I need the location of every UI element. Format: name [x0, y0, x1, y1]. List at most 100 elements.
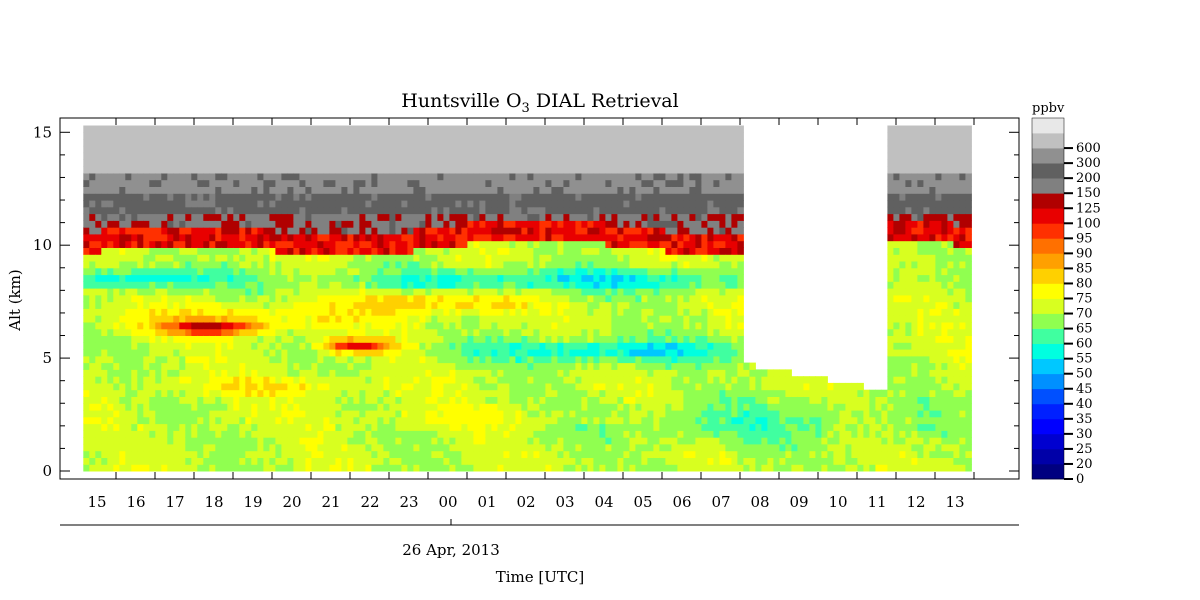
curtain-cell — [551, 355, 558, 364]
curtain-cell — [155, 288, 162, 296]
curtain-cell — [557, 403, 564, 411]
curtain-cell — [491, 145, 498, 154]
curtain-cell — [131, 145, 138, 154]
curtain-cell — [293, 349, 300, 357]
curtain-cell — [245, 179, 252, 187]
curtain-cell — [227, 152, 234, 160]
curtain-cell — [395, 335, 402, 343]
curtain-cell — [197, 220, 204, 228]
curtain-cell — [203, 362, 210, 370]
curtain-cell — [149, 281, 156, 289]
curtain-cell — [557, 410, 564, 418]
curtain-cell — [137, 281, 144, 289]
curtain-cell — [449, 301, 456, 309]
curtain-cell — [557, 342, 564, 350]
curtain-cell — [401, 430, 408, 438]
curtain-cell — [107, 369, 114, 377]
curtain-cell — [155, 322, 162, 330]
curtain-cell — [353, 450, 360, 458]
curtain-cell — [407, 389, 414, 397]
curtain-cell — [665, 213, 672, 221]
curtain-cell — [419, 186, 426, 194]
curtain-cell — [635, 423, 642, 431]
curtain-cell — [581, 335, 588, 343]
curtain-cell — [443, 132, 450, 140]
curtain-cell — [539, 166, 546, 174]
curtain-cell — [107, 457, 114, 465]
curtain-cell — [539, 274, 546, 282]
curtain-cell — [239, 200, 246, 208]
curtain-cell — [233, 288, 240, 296]
curtain-cell — [629, 301, 636, 309]
curtain-cell — [131, 416, 138, 425]
curtain-cell — [269, 369, 276, 377]
curtain-cell — [593, 132, 600, 140]
curtain-cell — [305, 376, 312, 384]
curtain-cell — [545, 416, 552, 425]
curtain-cell — [539, 159, 546, 167]
curtain-cell — [551, 261, 558, 269]
curtain-cell — [437, 294, 444, 303]
curtain-cell — [191, 274, 198, 282]
curtain-cell — [629, 125, 636, 133]
curtain-cell — [491, 193, 498, 201]
curtain-cell — [467, 145, 474, 154]
curtain-cell — [605, 281, 612, 289]
curtain-cell — [653, 301, 660, 309]
curtain-cell — [89, 227, 96, 235]
curtain-cell — [665, 416, 672, 425]
curtain-cell — [299, 139, 306, 147]
curtain-cell — [413, 376, 420, 384]
curtain-cell — [431, 294, 438, 303]
curtain-cell — [419, 349, 426, 357]
curtain-cell — [341, 457, 348, 465]
curtain-cell — [227, 240, 234, 248]
curtain-cell — [407, 437, 414, 445]
curtain-cell — [587, 193, 594, 201]
curtain-cell — [311, 261, 318, 269]
curtain-cell — [461, 227, 468, 235]
curtain-cell — [95, 186, 102, 194]
curtain-cell — [653, 416, 660, 425]
curtain-cell — [647, 369, 654, 377]
curtain-cell — [353, 281, 360, 289]
curtain-cell — [179, 220, 186, 228]
curtain-cell — [239, 274, 246, 282]
curtain-cell — [503, 369, 510, 377]
curtain-cell — [233, 233, 240, 242]
curtain-cell — [389, 349, 396, 357]
curtain-cell — [167, 457, 174, 465]
curtain-cell — [317, 376, 324, 384]
curtain-cell — [101, 125, 108, 133]
curtain-cell — [473, 186, 480, 194]
curtain-cell — [299, 267, 306, 276]
curtain-cell — [593, 240, 600, 248]
curtain-cell — [599, 396, 606, 404]
curtain-cell — [599, 382, 606, 391]
curtain-cell — [125, 403, 132, 411]
curtain-cell — [311, 430, 318, 438]
curtain-cell — [401, 301, 408, 309]
curtain-cell — [443, 342, 450, 350]
curtain-cell — [113, 166, 120, 174]
curtain-cell — [581, 254, 588, 262]
curtain-cell — [629, 220, 636, 228]
curtain-cell — [599, 274, 606, 282]
curtain-cell — [395, 288, 402, 296]
curtain-cell — [395, 369, 402, 377]
curtain-cell — [443, 416, 450, 425]
curtain-cell — [665, 227, 672, 235]
curtain-cell — [311, 132, 318, 140]
curtain-cell — [581, 322, 588, 330]
curtain-cell — [179, 335, 186, 343]
curtain-cell — [389, 227, 396, 235]
curtain-cell — [317, 437, 324, 445]
curtain-cell — [191, 159, 198, 167]
curtain-cell — [341, 254, 348, 262]
curtain-cell — [581, 125, 588, 133]
curtain-cell — [623, 281, 630, 289]
curtain-cell — [173, 125, 180, 133]
curtain-cell — [611, 443, 618, 452]
curtain-cell — [257, 450, 264, 458]
curtain-cell — [149, 267, 156, 276]
